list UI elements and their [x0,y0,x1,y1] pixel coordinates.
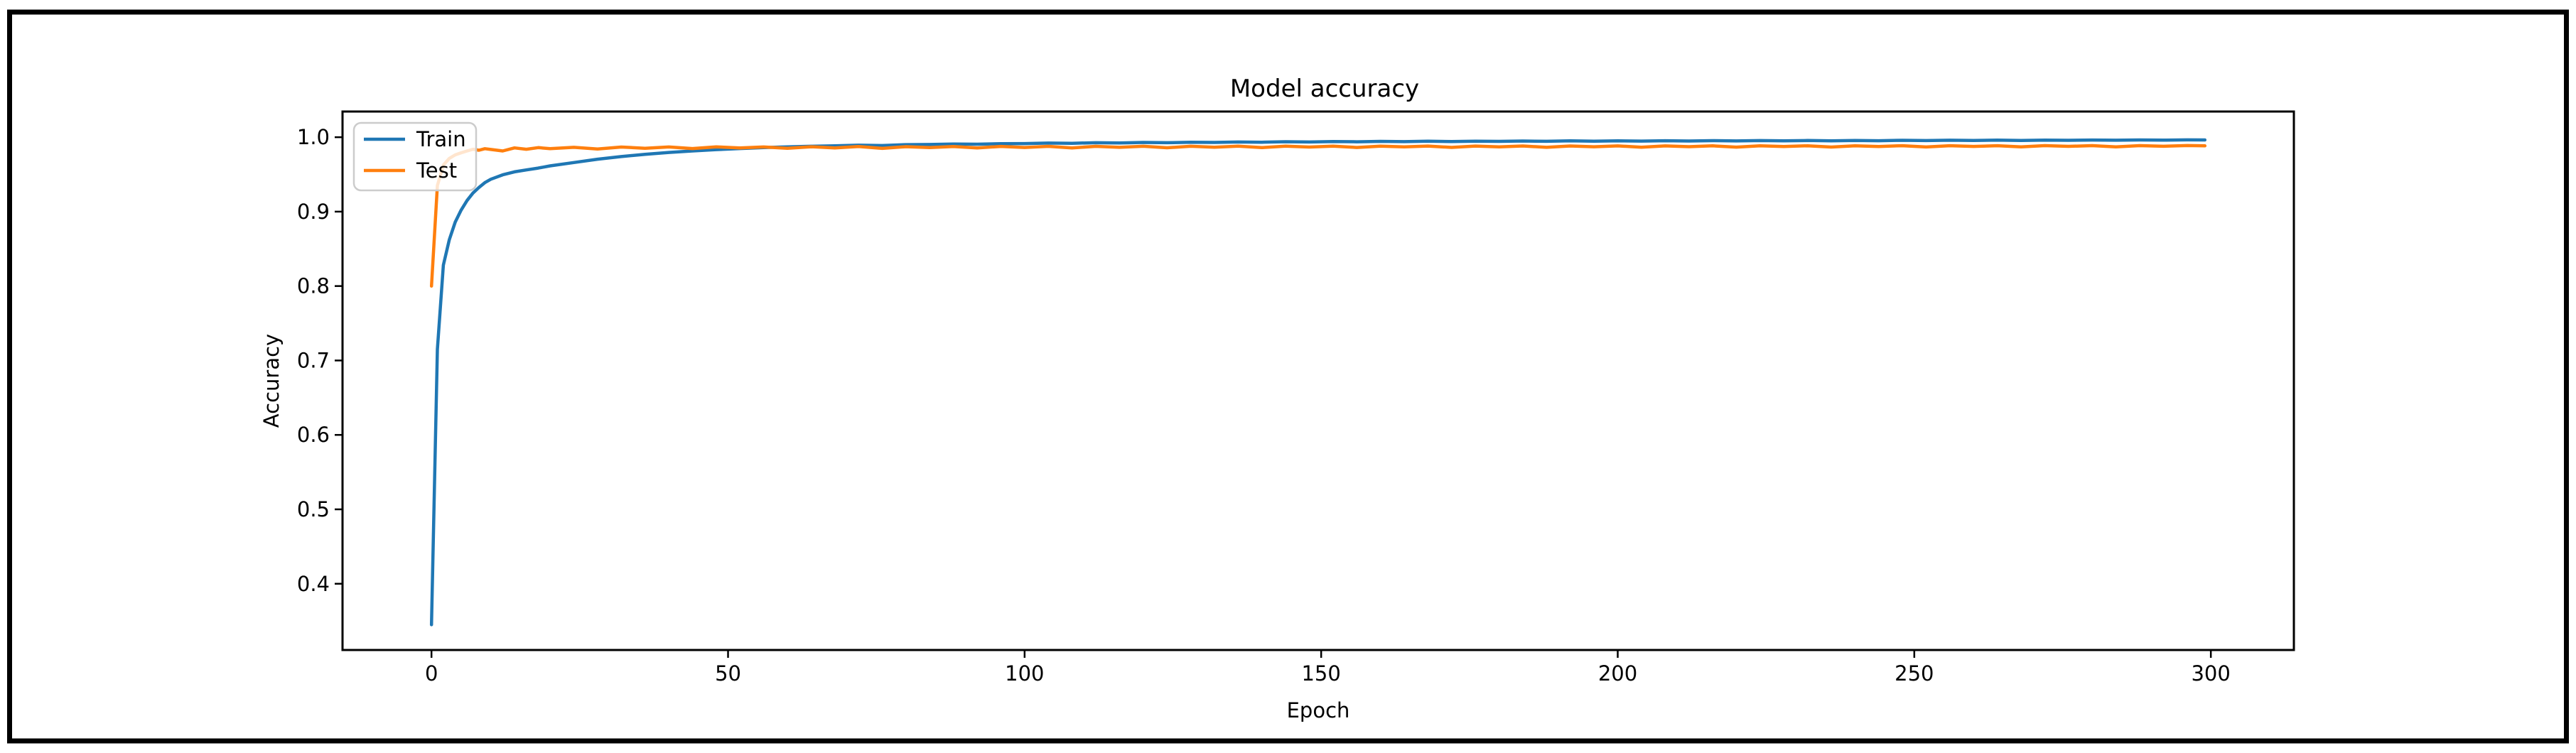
legend: Train Test [352,121,478,192]
legend-test-label: Test [416,158,457,183]
x-tick-label-50: 50 [715,661,741,686]
y-tick-label-0.7: 0.7 [297,348,330,372]
y-axis-label: Accuracy [259,334,284,428]
x-tick-label-0: 0 [425,661,438,686]
y-tick-label-1: 1.0 [297,125,330,149]
x-tick-label-300: 300 [2191,661,2230,686]
legend-item-test: Test [364,158,457,183]
x-tick-label-150: 150 [1301,661,1340,686]
y-tick-label-0.8: 0.8 [297,274,330,298]
test-line [429,143,2207,288]
x-tick-label-250: 250 [1895,661,1934,686]
legend-item-train: Train [364,127,466,151]
y-tick-label-0.6: 0.6 [297,423,330,447]
y-tick-label-0.4: 0.4 [297,572,330,596]
figure-border [7,9,2569,744]
x-tick-label-200: 200 [1598,661,1637,686]
plot-background [343,112,2294,650]
plot-border [341,110,2295,651]
y-axis-ticks: 0.4 0.5 0.6 0.7 0.8 0.9 1.0 [297,125,343,596]
y-tick-label-0.9: 0.9 [297,200,330,224]
series-lines [429,138,2207,627]
train-line [429,138,2207,627]
x-axis-ticks: 0 50 100 150 200 250 300 [425,650,2231,686]
x-axis-label: Epoch [1287,698,1350,722]
y-tick-label-0.5: 0.5 [297,497,330,521]
x-tick-label-100: 100 [1005,661,1044,686]
chart-title: Model accuracy [1230,75,1419,103]
legend-train-label: Train [416,127,466,151]
